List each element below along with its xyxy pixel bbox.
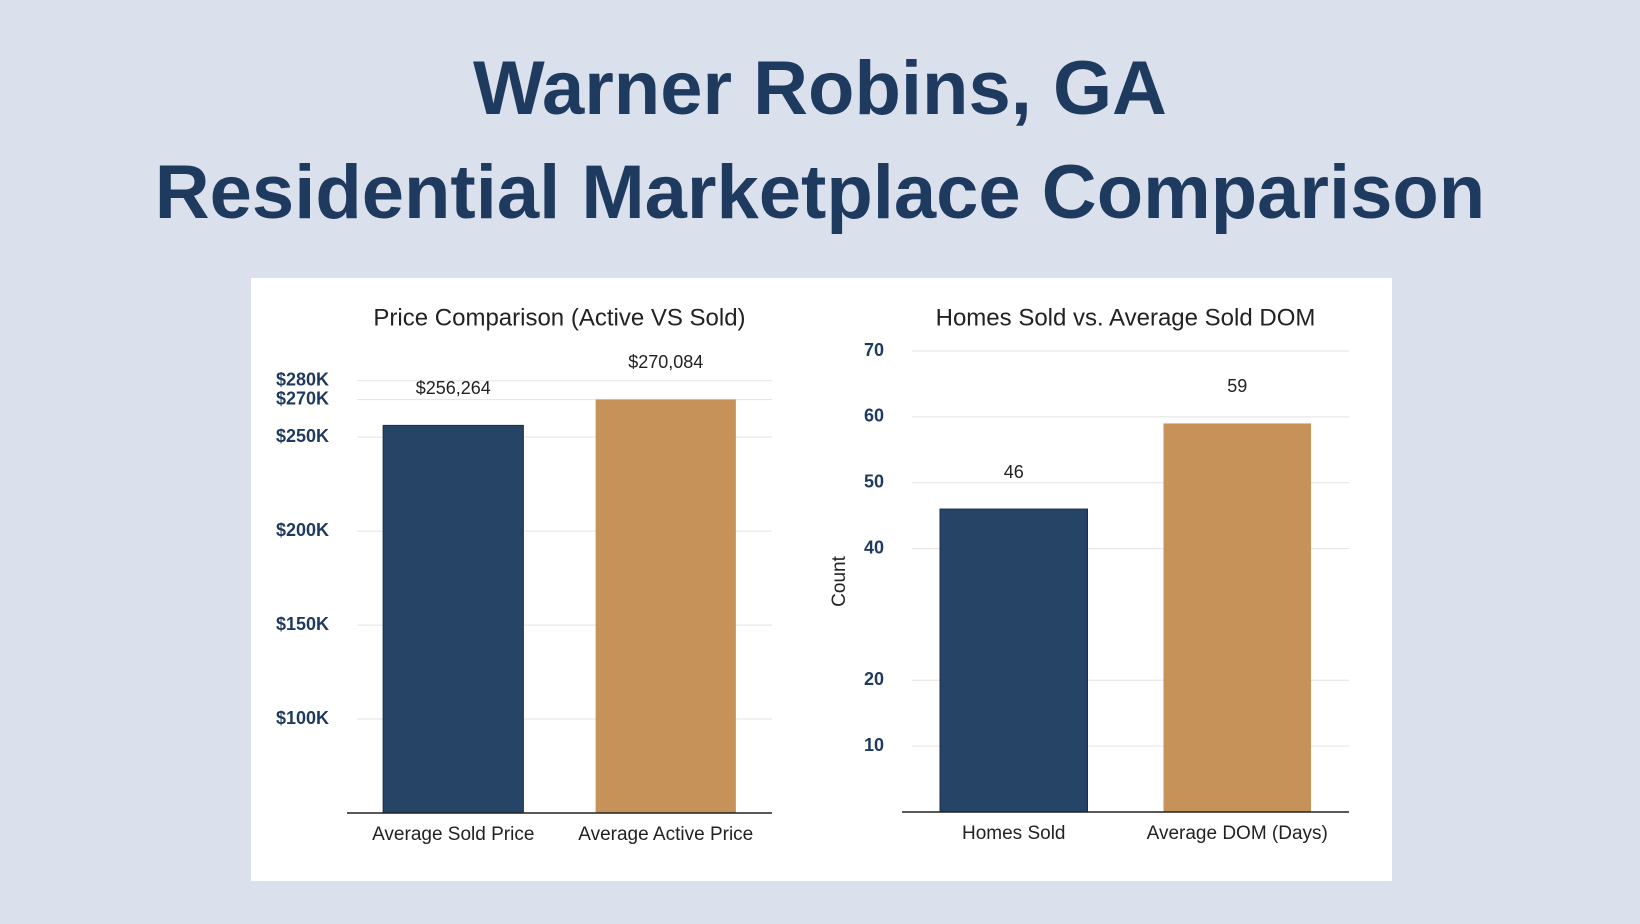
bar bbox=[595, 399, 736, 813]
chart-title: Price Comparison (Active VS Sold) bbox=[373, 304, 745, 331]
y-tick-label: $150K bbox=[276, 614, 329, 634]
page-title: Residential Marketplace Comparison bbox=[155, 150, 1485, 235]
bar bbox=[382, 424, 524, 814]
x-tick-label: Homes Sold bbox=[962, 823, 1066, 844]
y-tick-label: 60 bbox=[864, 406, 884, 426]
value-label: 59 bbox=[1227, 376, 1247, 396]
y-tick-label: 20 bbox=[864, 669, 884, 689]
page-title: Warner Robins, GA bbox=[473, 46, 1167, 131]
value-label: $256,264 bbox=[416, 378, 491, 398]
y-axis-label: Count bbox=[829, 555, 850, 606]
y-tick-label: $270K bbox=[276, 388, 329, 408]
x-tick-label: Average Sold Price bbox=[372, 824, 534, 845]
value-label: $270,084 bbox=[628, 352, 703, 372]
y-tick-label: $280K bbox=[276, 370, 329, 390]
x-tick-label: Average DOM (Days) bbox=[1147, 823, 1328, 844]
y-tick-label: 50 bbox=[864, 471, 884, 491]
y-tick-label: 10 bbox=[864, 735, 884, 755]
bar bbox=[939, 508, 1089, 813]
x-tick-label: Average Active Price bbox=[578, 824, 753, 845]
y-tick-label: $200K bbox=[276, 520, 329, 540]
y-tick-label: $100K bbox=[276, 708, 329, 728]
chart-title: Homes Sold vs. Average Sold DOM bbox=[936, 304, 1316, 331]
value-label: 46 bbox=[1004, 462, 1024, 482]
y-tick-label: $250K bbox=[276, 426, 329, 446]
y-tick-label: 40 bbox=[864, 537, 884, 557]
y-tick-label: 70 bbox=[864, 340, 884, 360]
bar bbox=[1163, 423, 1312, 812]
